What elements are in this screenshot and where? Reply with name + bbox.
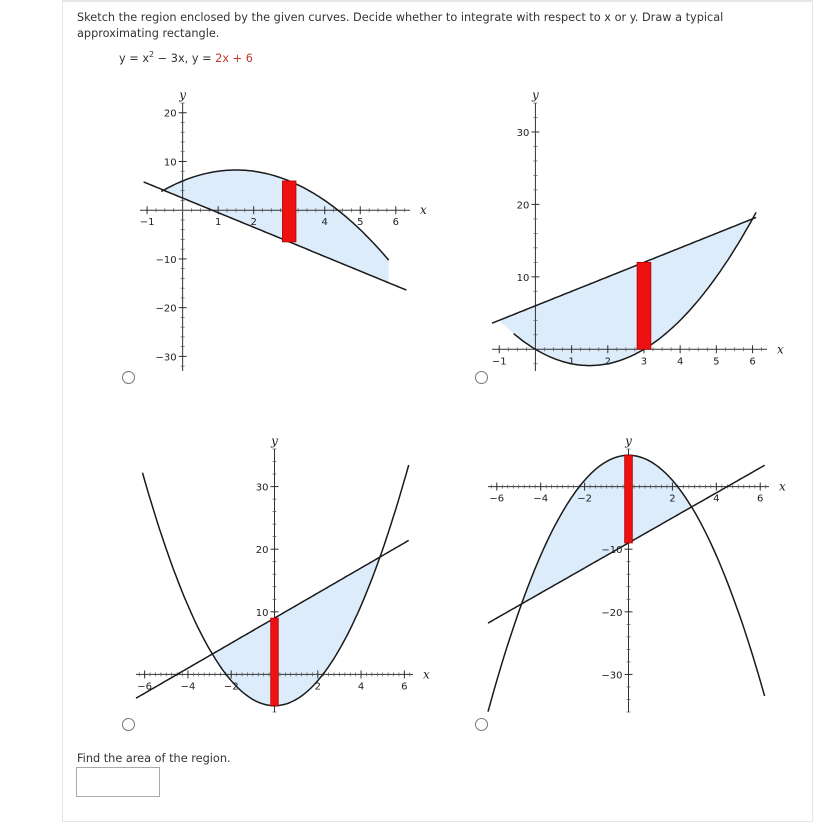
y-tick-label: 20 bbox=[256, 545, 269, 556]
line-curve bbox=[487, 464, 765, 624]
x-tick-label: −6 bbox=[137, 681, 152, 692]
equation-part3: 2x + 6 bbox=[215, 52, 253, 65]
question-prompt: Sketch the region enclosed by the given … bbox=[77, 11, 724, 40]
x-tick-label: 6 bbox=[393, 217, 399, 228]
shaded-region bbox=[499, 218, 753, 366]
x-tick-label: 2 bbox=[250, 217, 256, 228]
parabola-curve bbox=[513, 211, 757, 367]
approximating-rectangle bbox=[270, 617, 279, 707]
x-tick-label: −1 bbox=[140, 217, 155, 228]
x-axis-name: x bbox=[777, 342, 784, 356]
y-tick-label: −10 bbox=[156, 255, 177, 266]
x-tick-label: 1 bbox=[215, 217, 221, 228]
x-tick-label: −1 bbox=[492, 356, 507, 367]
find-area-label: Find the area of the region. bbox=[77, 752, 231, 765]
y-tick-label: 20 bbox=[517, 200, 530, 211]
y-axis-name: y bbox=[270, 434, 278, 448]
x-tick-label: 2 bbox=[669, 494, 675, 505]
graph-option-b: −1 1 2 3 4 5 6 30 20 10 x y bbox=[491, 88, 784, 371]
equation-exponent: 2 bbox=[149, 50, 155, 59]
x-tick-label: −2 bbox=[577, 494, 592, 505]
option-c-radio[interactable] bbox=[122, 718, 135, 731]
approximating-rectangle bbox=[636, 261, 652, 350]
x-tick-label: 4 bbox=[713, 494, 719, 505]
x-tick-label: 1 bbox=[568, 356, 574, 367]
y-tick-label: 10 bbox=[517, 273, 530, 284]
equation: y = x2 − 3x, y = 2x + 6 bbox=[119, 50, 253, 65]
y-tick-label: −30 bbox=[601, 670, 622, 681]
x-tick-label: 5 bbox=[357, 217, 363, 228]
y-tick-label: −30 bbox=[156, 352, 177, 363]
area-answer-input[interactable] bbox=[76, 767, 160, 797]
question-frame bbox=[62, 0, 813, 822]
approximating-rectangle bbox=[624, 454, 633, 544]
x-tick-label: −2 bbox=[224, 681, 239, 692]
x-tick-label: 6 bbox=[749, 356, 755, 367]
graph-option-d: −6 −4 −2 2 4 6 −10 −20 −30 x y bbox=[487, 434, 786, 713]
line-curve bbox=[491, 216, 757, 324]
x-tick-label: −4 bbox=[533, 494, 548, 505]
y-axis-name: y bbox=[531, 88, 539, 102]
shaded-region bbox=[522, 455, 692, 604]
y-tick-label: −20 bbox=[156, 304, 177, 315]
x-tick-label: 4 bbox=[677, 356, 683, 367]
x-tick-label: 2 bbox=[315, 681, 321, 692]
x-tick-label: 4 bbox=[358, 681, 364, 692]
parabola-curve bbox=[160, 169, 390, 261]
x-tick-label: 5 bbox=[713, 356, 719, 367]
y-tick-label: 10 bbox=[256, 608, 269, 619]
x-tick-label: 6 bbox=[757, 494, 763, 505]
option-b-radio[interactable] bbox=[475, 371, 488, 384]
shaded-region bbox=[161, 170, 389, 283]
y-tick-label: −20 bbox=[601, 608, 622, 619]
approximating-rectangle bbox=[282, 180, 297, 243]
shaded-region bbox=[212, 557, 380, 706]
y-tick-label: 30 bbox=[517, 128, 530, 139]
y-tick-label: −10 bbox=[601, 545, 622, 556]
option-d-radio[interactable] bbox=[475, 718, 488, 731]
x-tick-label: −4 bbox=[181, 681, 196, 692]
x-tick-label: 2 bbox=[605, 356, 611, 367]
x-axis-name: x bbox=[779, 480, 786, 494]
y-axis-name: y bbox=[178, 88, 186, 102]
x-tick-label: 4 bbox=[322, 217, 328, 228]
equation-part2: − 3x, y = bbox=[154, 52, 216, 65]
y-tick-label: 20 bbox=[164, 109, 177, 120]
option-a-radio[interactable] bbox=[122, 371, 135, 384]
x-axis-name: x bbox=[420, 203, 427, 217]
y-tick-label: 10 bbox=[164, 157, 177, 168]
equation-part1: y = x bbox=[119, 52, 150, 65]
x-tick-label: 6 bbox=[401, 681, 407, 692]
line-curve bbox=[143, 181, 407, 291]
x-tick-label: 3 bbox=[641, 356, 647, 367]
y-axis-name: y bbox=[624, 434, 632, 448]
x-tick-label: −6 bbox=[489, 494, 504, 505]
y-tick-label: 30 bbox=[256, 483, 269, 494]
graph-option-c: −6 −4 −2 2 4 6 30 20 10 x y bbox=[135, 434, 430, 713]
x-axis-name: x bbox=[423, 667, 430, 681]
